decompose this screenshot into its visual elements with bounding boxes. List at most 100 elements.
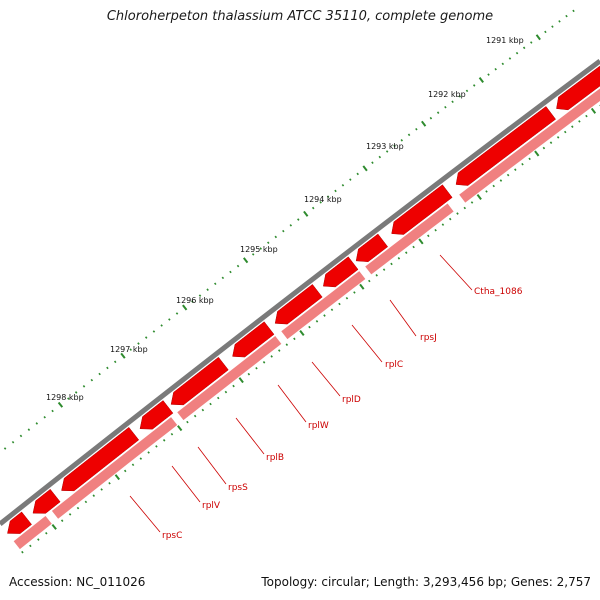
kbp-tick-label: 1296 kbp: [176, 296, 214, 305]
tick-mark: [501, 62, 505, 66]
inner-tick-mark: [353, 291, 356, 294]
inner-tick-mark: [418, 238, 424, 245]
inner-tick-mark: [108, 481, 111, 485]
tick-mark: [508, 57, 512, 60]
inner-tick-mark: [345, 296, 349, 300]
inner-tick-mark: [232, 384, 235, 388]
tick-mark: [551, 25, 554, 28]
reverse-gene: [459, 88, 600, 203]
inner-tick-mark: [285, 343, 289, 346]
tick-mark: [297, 218, 300, 221]
inner-tick-mark: [514, 168, 517, 171]
tick-mark: [221, 276, 225, 280]
inner-tick-mark: [556, 136, 560, 139]
tick-mark: [160, 324, 163, 327]
tick-mark: [3, 447, 7, 450]
inner-tick-mark: [375, 274, 378, 277]
tick-mark: [57, 401, 64, 408]
inner-tick-mark: [315, 320, 319, 323]
kbp-tick-labels: 1291 kbp 1292 kbp 1293 kbp 1294 kbp 1295 kbp…: [46, 36, 524, 402]
forward-gene: [323, 256, 359, 288]
gene-leader-line: [197, 446, 227, 485]
inner-tick-mark: [463, 206, 467, 210]
inner-tick-mark: [209, 402, 212, 406]
kbp-tick-label: 1295 kbp: [240, 245, 278, 254]
inner-tick-marks: [21, 104, 600, 554]
kbp-tick-label: 1292 kbp: [428, 90, 466, 99]
tick-mark: [242, 257, 249, 264]
gene-label: rpsS: [228, 483, 248, 493]
forward-gene: [455, 106, 556, 186]
inner-tick-mark: [382, 268, 386, 271]
inner-tick-mark: [177, 425, 183, 432]
inner-tick-mark: [51, 523, 57, 530]
inner-tick-mark: [441, 223, 445, 226]
inner-tick-mark: [571, 125, 574, 128]
gene-leader-line: [311, 361, 341, 397]
kbp-tick-label: 1297 kbp: [110, 345, 148, 354]
tick-mark: [465, 89, 469, 93]
tick-mark: [274, 235, 278, 239]
tick-mark: [458, 95, 462, 98]
inner-tick-mark: [37, 538, 40, 541]
inner-tick-mark: [123, 469, 127, 473]
inner-tick-mark: [359, 283, 365, 290]
gene-label: rplV: [202, 501, 221, 511]
tick-mark: [282, 229, 285, 233]
tick-mark: [341, 184, 345, 187]
inner-tick-mark: [578, 120, 581, 123]
tick-mark: [362, 165, 368, 172]
tick-mark: [113, 360, 117, 364]
inner-tick-mark: [278, 349, 281, 352]
tick-mark: [67, 397, 70, 400]
inner-tick-mark: [405, 251, 408, 254]
forward-gene: [170, 356, 229, 406]
tick-mark: [385, 150, 389, 153]
tick-mark: [35, 422, 39, 425]
backbone-arc: [0, 58, 600, 526]
inner-tick-mark: [29, 544, 32, 548]
inner-tick-mark: [139, 457, 143, 460]
inner-tick-mark: [323, 314, 326, 317]
tick-mark: [98, 372, 101, 376]
tick-mark: [378, 155, 382, 159]
forward-gene: [391, 184, 453, 235]
gene-leader-line: [439, 254, 473, 291]
kbp-tick-label: 1293 kbp: [366, 142, 404, 151]
tick-mark: [27, 428, 31, 431]
gene-leader-line: [129, 495, 161, 533]
gene-leader-line: [277, 384, 307, 423]
gene-leader-line: [235, 417, 265, 455]
tick-mark: [191, 300, 194, 303]
forward-gene: [232, 321, 275, 358]
tick-mark: [319, 201, 322, 204]
tick-mark: [206, 288, 209, 291]
genome-backbone: [0, 58, 600, 526]
gene-label: rpsC: [162, 531, 182, 541]
accession-text: Accession: NC_011026: [9, 575, 146, 589]
kbp-tick-label: 1298 kbp: [46, 393, 84, 402]
reverse-gene: [51, 417, 178, 519]
inner-tick-mark: [114, 474, 121, 481]
tick-mark: [106, 366, 109, 370]
inner-tick-mark: [216, 396, 220, 400]
inner-tick-mark: [542, 146, 546, 150]
tick-mark: [182, 304, 188, 311]
gene-leader-line: [389, 299, 417, 337]
gene-label: Ctha_1086: [474, 287, 523, 297]
tick-mark: [436, 111, 440, 114]
inner-tick-mark: [368, 279, 371, 283]
tick-mark: [43, 415, 46, 419]
inner-tick-mark: [131, 463, 135, 467]
tick-mark: [236, 264, 240, 268]
tick-mark: [535, 34, 541, 41]
inner-tick-mark: [186, 420, 189, 424]
inner-tick-mark: [293, 337, 296, 341]
inner-tick-mark: [397, 257, 401, 260]
reverse-gene: [281, 271, 366, 340]
inner-tick-mark: [448, 217, 452, 221]
tick-mark: [289, 224, 293, 227]
gene-leader-line: [351, 324, 383, 363]
tick-mark: [451, 100, 454, 104]
